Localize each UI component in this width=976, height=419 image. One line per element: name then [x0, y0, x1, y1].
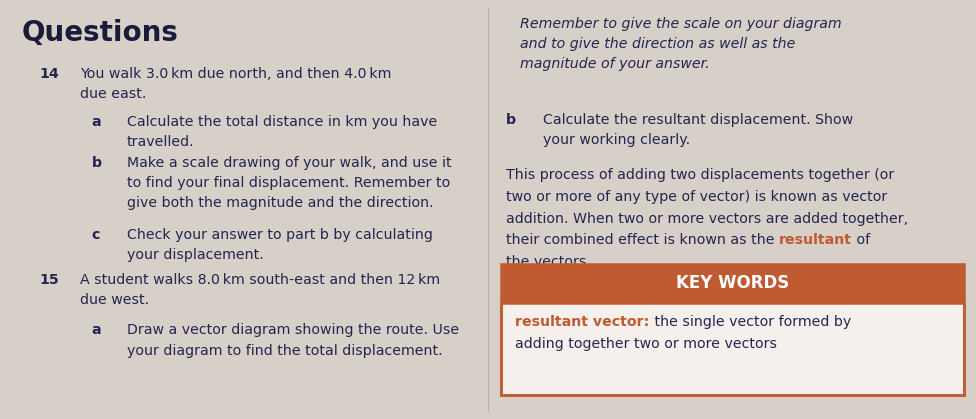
Text: Calculate the total distance in km you have
travelled.: Calculate the total distance in km you h… [127, 115, 437, 149]
FancyBboxPatch shape [501, 303, 964, 395]
Text: of: of [852, 233, 870, 248]
Text: Questions: Questions [21, 19, 179, 47]
Text: a: a [92, 115, 102, 129]
Text: 14: 14 [39, 67, 59, 81]
Text: 15: 15 [39, 273, 59, 287]
Text: addition. When two or more vectors are added together,: addition. When two or more vectors are a… [506, 212, 908, 225]
Text: the single vector formed by: the single vector formed by [650, 315, 851, 329]
Text: Draw a vector diagram showing the route. Use
your diagram to find the total disp: Draw a vector diagram showing the route.… [127, 323, 459, 357]
Text: This process of adding two displacements together (or: This process of adding two displacements… [506, 168, 894, 181]
Text: adding together two or more vectors: adding together two or more vectors [515, 337, 777, 351]
Text: a: a [92, 323, 102, 337]
Text: Make a scale drawing of your walk, and use it
to find your final displacement. R: Make a scale drawing of your walk, and u… [127, 156, 452, 210]
Text: two or more of any type of vector) is known as vector: two or more of any type of vector) is kn… [506, 189, 887, 204]
Text: resultant: resultant [779, 233, 852, 248]
FancyBboxPatch shape [501, 264, 964, 303]
Text: Check your answer to part b by calculating
your displacement.: Check your answer to part b by calculati… [127, 228, 432, 262]
Text: resultant vector:: resultant vector: [515, 315, 650, 329]
Text: b: b [506, 113, 515, 127]
Text: the vectors.: the vectors. [506, 256, 590, 269]
Text: A student walks 8.0 km south-east and then 12 km
due west.: A student walks 8.0 km south-east and th… [80, 273, 440, 307]
Text: their combined effect is known as the: their combined effect is known as the [506, 233, 779, 248]
Text: Remember to give the scale on your diagram
and to give the direction as well as : Remember to give the scale on your diagr… [520, 17, 842, 71]
Text: KEY WORDS: KEY WORDS [675, 274, 790, 292]
Text: c: c [92, 228, 101, 242]
Text: You walk 3.0 km due north, and then 4.0 km
due east.: You walk 3.0 km due north, and then 4.0 … [80, 67, 391, 101]
Text: b: b [92, 156, 102, 170]
Text: Calculate the resultant displacement. Show
your working clearly.: Calculate the resultant displacement. Sh… [543, 113, 853, 147]
